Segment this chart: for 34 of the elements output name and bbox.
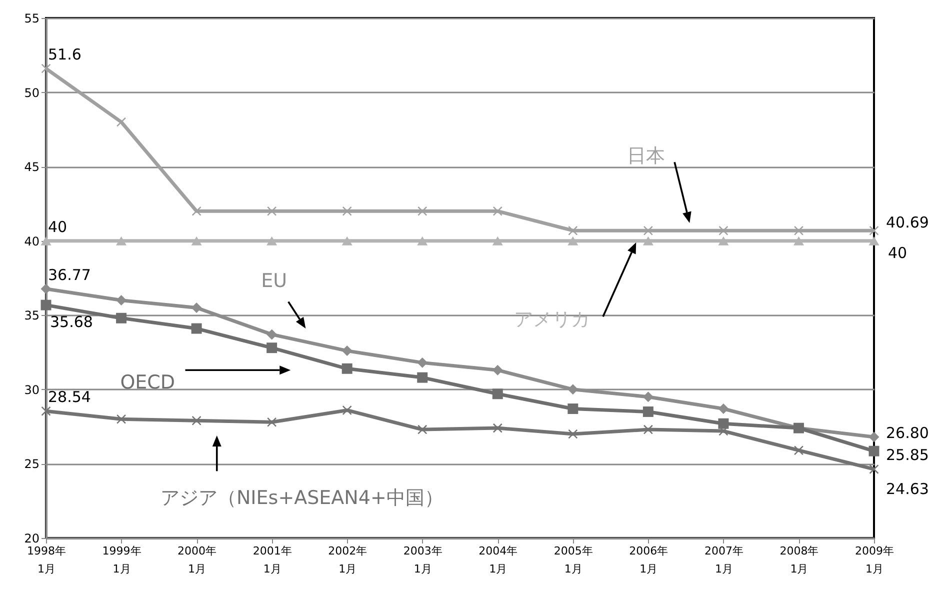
- text: OECD: [120, 372, 176, 394]
- x-tick-label: 2003年 1月: [403, 544, 442, 576]
- data-label: 36.77: [48, 266, 91, 284]
- x-tick-label: 1999年 1月: [102, 544, 142, 576]
- x-tick-label: 2000年 1月: [178, 544, 217, 576]
- x-tick-label: 2006年 1月: [629, 544, 668, 576]
- y-tick-label: 25: [24, 457, 40, 472]
- data-label: 51.6: [48, 46, 82, 64]
- x-tick-label: 2002年 1月: [328, 544, 368, 576]
- text: 日本: [626, 145, 665, 168]
- x-tick-label: 2009年 1月: [855, 544, 894, 576]
- x-tick-label: 2001年 1月: [252, 544, 292, 576]
- y-tick-label: 45: [24, 160, 40, 174]
- x-tick-label: 2008年 1月: [780, 544, 819, 576]
- y-tick-label: 30: [24, 382, 40, 397]
- data-label: 25.85: [886, 446, 929, 464]
- x-tick-label: 1998年 1月: [27, 544, 66, 576]
- x-tick-label: 2005年 1月: [554, 544, 593, 576]
- data-label: 40: [888, 244, 908, 262]
- y-tick-label: 55: [24, 12, 40, 26]
- data-label: 24.63: [886, 480, 929, 498]
- y-tick-label: 20: [24, 532, 40, 546]
- x-tick-label: 2007年 1月: [704, 544, 744, 576]
- y-tick-label: 40: [24, 234, 40, 248]
- data-label: 28.54: [48, 388, 91, 406]
- data-label: 40.69: [886, 214, 929, 232]
- data-label: 40: [48, 218, 68, 236]
- text: アジア（NIEs+ASEAN4+中国）: [160, 486, 444, 509]
- data-label: 35.68: [50, 313, 93, 332]
- data-label: 26.80: [886, 424, 929, 442]
- y-tick-label: 50: [24, 86, 40, 100]
- x-tick-label: 2004年 1月: [478, 544, 518, 576]
- y-tick-label: 35: [24, 308, 40, 323]
- series-label: EU: [261, 270, 288, 292]
